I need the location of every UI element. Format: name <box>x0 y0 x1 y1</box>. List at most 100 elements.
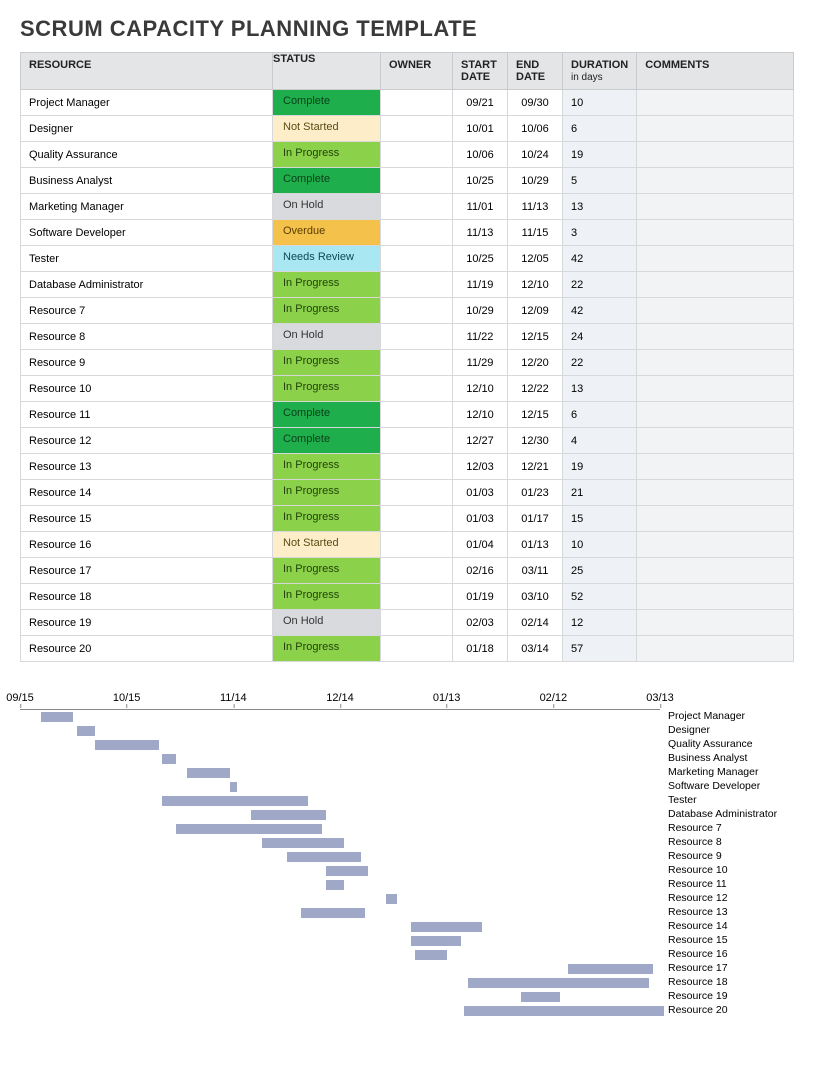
cell-owner[interactable] <box>381 272 453 298</box>
cell-start-date[interactable]: 01/18 <box>453 636 508 662</box>
cell-start-date[interactable]: 09/21 <box>453 90 508 116</box>
cell-end-date[interactable]: 12/05 <box>508 246 563 272</box>
cell-owner[interactable] <box>381 402 453 428</box>
cell-comments[interactable] <box>637 220 794 246</box>
cell-comments[interactable] <box>637 636 794 662</box>
cell-end-date[interactable]: 12/21 <box>508 454 563 480</box>
cell-status[interactable]: In Progress <box>273 480 381 506</box>
cell-status[interactable]: In Progress <box>273 558 381 584</box>
cell-end-date[interactable]: 12/15 <box>508 324 563 350</box>
cell-status[interactable]: In Progress <box>273 506 381 532</box>
cell-end-date[interactable]: 12/10 <box>508 272 563 298</box>
cell-comments[interactable] <box>637 90 794 116</box>
cell-end-date[interactable]: 10/24 <box>508 142 563 168</box>
cell-status[interactable]: Complete <box>273 428 381 454</box>
cell-status[interactable]: Not Started <box>273 532 381 558</box>
cell-end-date[interactable]: 12/15 <box>508 402 563 428</box>
cell-start-date[interactable]: 11/29 <box>453 350 508 376</box>
cell-comments[interactable] <box>637 402 794 428</box>
cell-end-date[interactable]: 09/30 <box>508 90 563 116</box>
cell-end-date[interactable]: 12/30 <box>508 428 563 454</box>
cell-comments[interactable] <box>637 168 794 194</box>
cell-comments[interactable] <box>637 610 794 636</box>
cell-start-date[interactable]: 01/19 <box>453 584 508 610</box>
cell-start-date[interactable]: 12/27 <box>453 428 508 454</box>
cell-comments[interactable] <box>637 506 794 532</box>
cell-start-date[interactable]: 01/03 <box>453 506 508 532</box>
cell-comments[interactable] <box>637 272 794 298</box>
cell-status[interactable]: Not Started <box>273 116 381 142</box>
cell-comments[interactable] <box>637 454 794 480</box>
cell-start-date[interactable]: 10/01 <box>453 116 508 142</box>
cell-status[interactable]: On Hold <box>273 194 381 220</box>
cell-start-date[interactable]: 01/03 <box>453 480 508 506</box>
cell-status[interactable]: In Progress <box>273 454 381 480</box>
cell-owner[interactable] <box>381 376 453 402</box>
cell-end-date[interactable]: 03/11 <box>508 558 563 584</box>
cell-start-date[interactable]: 10/25 <box>453 168 508 194</box>
cell-comments[interactable] <box>637 532 794 558</box>
cell-start-date[interactable]: 11/22 <box>453 324 508 350</box>
cell-comments[interactable] <box>637 558 794 584</box>
cell-status[interactable]: In Progress <box>273 350 381 376</box>
cell-start-date[interactable]: 11/13 <box>453 220 508 246</box>
cell-owner[interactable] <box>381 142 453 168</box>
cell-end-date[interactable]: 12/22 <box>508 376 563 402</box>
cell-status[interactable]: In Progress <box>273 272 381 298</box>
cell-end-date[interactable]: 01/13 <box>508 532 563 558</box>
cell-start-date[interactable]: 10/25 <box>453 246 508 272</box>
cell-start-date[interactable]: 02/03 <box>453 610 508 636</box>
cell-owner[interactable] <box>381 506 453 532</box>
cell-owner[interactable] <box>381 324 453 350</box>
cell-owner[interactable] <box>381 194 453 220</box>
cell-status[interactable]: In Progress <box>273 376 381 402</box>
cell-start-date[interactable]: 02/16 <box>453 558 508 584</box>
cell-end-date[interactable]: 12/20 <box>508 350 563 376</box>
cell-start-date[interactable]: 11/19 <box>453 272 508 298</box>
cell-status[interactable]: Needs Review <box>273 246 381 272</box>
cell-owner[interactable] <box>381 220 453 246</box>
cell-status[interactable]: Complete <box>273 90 381 116</box>
cell-end-date[interactable]: 11/13 <box>508 194 563 220</box>
cell-owner[interactable] <box>381 116 453 142</box>
cell-end-date[interactable]: 11/15 <box>508 220 563 246</box>
cell-end-date[interactable]: 10/29 <box>508 168 563 194</box>
cell-owner[interactable] <box>381 350 453 376</box>
cell-start-date[interactable]: 11/01 <box>453 194 508 220</box>
cell-start-date[interactable]: 12/10 <box>453 402 508 428</box>
cell-comments[interactable] <box>637 116 794 142</box>
cell-end-date[interactable]: 10/06 <box>508 116 563 142</box>
cell-status[interactable]: In Progress <box>273 142 381 168</box>
cell-owner[interactable] <box>381 636 453 662</box>
cell-start-date[interactable]: 01/04 <box>453 532 508 558</box>
cell-start-date[interactable]: 10/06 <box>453 142 508 168</box>
cell-status[interactable]: In Progress <box>273 298 381 324</box>
cell-start-date[interactable]: 10/29 <box>453 298 508 324</box>
cell-end-date[interactable]: 01/23 <box>508 480 563 506</box>
cell-status[interactable]: Complete <box>273 168 381 194</box>
cell-end-date[interactable]: 01/17 <box>508 506 563 532</box>
cell-owner[interactable] <box>381 558 453 584</box>
cell-status[interactable]: On Hold <box>273 324 381 350</box>
cell-end-date[interactable]: 03/10 <box>508 584 563 610</box>
cell-owner[interactable] <box>381 532 453 558</box>
cell-end-date[interactable]: 02/14 <box>508 610 563 636</box>
cell-start-date[interactable]: 12/10 <box>453 376 508 402</box>
cell-status[interactable]: In Progress <box>273 584 381 610</box>
cell-comments[interactable] <box>637 428 794 454</box>
cell-comments[interactable] <box>637 584 794 610</box>
cell-status[interactable]: Complete <box>273 402 381 428</box>
cell-status[interactable]: On Hold <box>273 610 381 636</box>
cell-start-date[interactable]: 12/03 <box>453 454 508 480</box>
cell-owner[interactable] <box>381 246 453 272</box>
cell-owner[interactable] <box>381 168 453 194</box>
cell-owner[interactable] <box>381 480 453 506</box>
cell-comments[interactable] <box>637 246 794 272</box>
cell-owner[interactable] <box>381 428 453 454</box>
cell-owner[interactable] <box>381 584 453 610</box>
cell-owner[interactable] <box>381 298 453 324</box>
cell-owner[interactable] <box>381 90 453 116</box>
cell-end-date[interactable]: 12/09 <box>508 298 563 324</box>
cell-comments[interactable] <box>637 350 794 376</box>
cell-comments[interactable] <box>637 298 794 324</box>
